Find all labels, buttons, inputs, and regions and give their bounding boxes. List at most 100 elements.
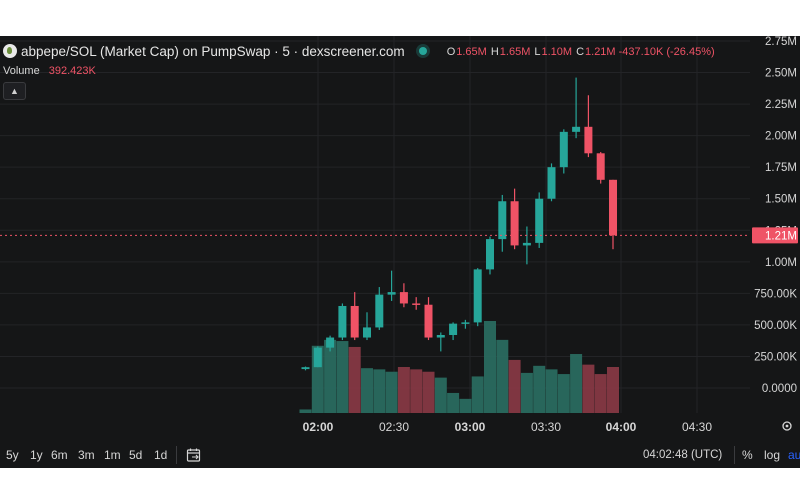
time-axis-label: 04:30 [682,420,712,434]
volume-bar [471,376,484,413]
range-1m-button[interactable]: 1m [104,448,121,462]
candle-body[interactable] [609,179,617,236]
price-axis-label: 500.00K [754,320,797,332]
candle-body[interactable] [510,201,519,246]
price-axis-label: 1.75M [765,162,797,174]
toolbar-divider [176,446,177,464]
volume-bar [594,374,607,413]
candle-body[interactable] [313,347,322,368]
settings-gear-icon[interactable] [782,421,792,431]
volume-bar [484,321,496,413]
current-price-label: 1.21M [765,230,797,242]
chart-header: abpepe/SOL (Market Cap) on PumpSwap · 5 … [0,42,715,60]
volume-bar [459,398,472,413]
volume-bar [299,409,312,413]
volume-bar [361,368,373,413]
candle-body[interactable] [326,337,335,348]
candle-body[interactable] [399,292,408,304]
candle-body[interactable] [498,201,507,240]
candle-body[interactable] [596,153,605,180]
candle-body[interactable] [559,131,568,168]
candle-body[interactable] [412,303,421,305]
price-axis-label: 2.25M [765,99,797,111]
candle-body[interactable] [350,305,359,338]
candle-body[interactable] [572,126,581,132]
price-axis-label: 2.00M [765,131,797,143]
ohlc-low: L1.10M [534,46,573,58]
candle-body[interactable] [363,327,371,338]
price-axis-label: 0.0000 [762,383,797,395]
volume-bar [570,354,583,413]
volume-bar [520,372,533,413]
ohlc-high: H1.65M [490,46,531,58]
price-axis-label: 750.00K [754,288,797,300]
ohlc-open: O1.65M [446,46,487,58]
token-logo-icon [3,44,17,58]
candle-body[interactable] [461,322,470,324]
candle-body[interactable] [301,367,310,370]
chart-window[interactable]: 2.75M2.50M2.25M2.00M1.75M1.50M1.25M1.00M… [0,36,800,468]
settings-gear-icon-center [785,424,789,428]
volume-bar [607,367,619,413]
range-1d-button[interactable]: 1d [154,448,168,462]
volume-bar [410,369,423,413]
status-indicator-icon [418,47,427,55]
calendar-goto-icon[interactable] [186,447,202,463]
volume-bar [582,364,595,413]
candle-body[interactable] [387,292,396,295]
candle-body[interactable] [375,294,384,328]
toolbar-divider [734,446,735,464]
candle-body[interactable] [436,335,445,338]
range-6m-button[interactable]: 6m [51,448,68,462]
candle-body[interactable] [473,269,482,323]
volume-bar [447,392,460,413]
collapse-legend-button[interactable]: ▲ [3,82,26,100]
candle-body[interactable] [338,305,347,338]
price-axis-label: 1.50M [765,194,797,206]
volume-bar [324,339,337,413]
volume-bar [508,359,521,413]
price-axis-label: 250.00K [754,351,797,363]
pair-title: abpepe/SOL (Market Cap) on PumpSwap · 5 … [21,43,405,59]
range-1y-button[interactable]: 1y [30,448,43,462]
range-5y-button[interactable]: 5y [6,448,19,462]
ohlc-close: C1.21M -437.10K (-26.45%) [576,46,715,58]
candle-body[interactable] [535,198,544,243]
price-axis-label: 1.00M [765,257,797,269]
volume-bar [348,346,361,413]
volume-bar [422,371,435,413]
log-scale-toggle[interactable]: log [764,448,781,462]
utc-clock[interactable]: 04:02:48 (UTC) [643,449,723,461]
volume-bar [336,341,349,413]
candle-body[interactable] [547,167,556,199]
candle-body[interactable] [449,323,458,336]
volume-bar [496,339,509,413]
volume-legend: Volume 392.423K [3,65,96,77]
price-axis-label: 2.50M [765,68,797,80]
percent-scale-toggle[interactable]: % [742,448,753,462]
auto-scale-toggle[interactable]: au [788,448,800,462]
time-axis-label: 02:00 [303,420,334,434]
volume-bar [533,365,546,413]
current-price-tag [752,227,798,244]
volume-bar [434,377,447,413]
volume-bar [397,367,410,413]
bottom-toolbar: 5y 1y 6m 3m 1m 5d 1d 04:02:48 (UTC) % lo… [0,444,800,466]
volume-bar [557,374,570,413]
candle-body[interactable] [424,304,433,338]
price-axis-label: 2.75M [765,36,797,48]
candle-body[interactable] [486,239,494,270]
time-axis-label: 03:00 [455,420,486,434]
volume-bar [545,369,558,413]
volume-label: Volume [3,65,40,77]
candle-body[interactable] [522,242,531,246]
volume-bar [385,371,398,413]
candle-body[interactable] [584,126,593,154]
volume-bar [373,369,386,413]
candlestick-chart[interactable]: 2.75M2.50M2.25M2.00M1.75M1.50M1.25M1.00M… [0,36,800,468]
time-axis-label: 02:30 [379,420,409,434]
time-axis-label: 04:00 [606,420,637,434]
time-axis-label: 03:30 [531,420,561,434]
range-5d-button[interactable]: 5d [129,448,143,462]
range-3m-button[interactable]: 3m [78,448,95,462]
